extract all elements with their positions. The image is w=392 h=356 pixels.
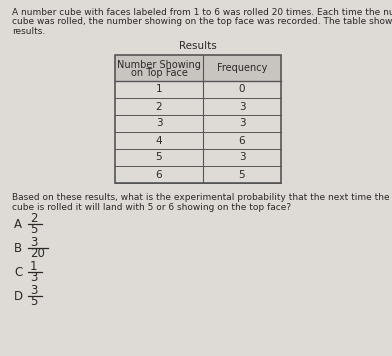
Text: 1: 1 <box>30 260 38 273</box>
Bar <box>115 55 281 183</box>
Text: D: D <box>14 289 23 303</box>
Text: 3: 3 <box>239 119 245 129</box>
Text: A number cube with faces labeled from 1 to 6 was rolled 20 times. Each time the : A number cube with faces labeled from 1 … <box>12 8 392 17</box>
Text: 0: 0 <box>239 84 245 94</box>
Text: 5: 5 <box>30 295 37 308</box>
Text: 6: 6 <box>156 169 162 179</box>
Bar <box>115 132 281 149</box>
Bar <box>115 55 281 81</box>
Text: cube was rolled, the number showing on the top face was recorded. The table show: cube was rolled, the number showing on t… <box>12 17 392 26</box>
Text: Results: Results <box>179 41 217 51</box>
Text: 2: 2 <box>30 212 38 225</box>
Text: 3: 3 <box>239 152 245 162</box>
Bar <box>115 149 281 166</box>
Text: 5: 5 <box>30 223 37 236</box>
Text: 3: 3 <box>30 236 37 249</box>
Text: results.: results. <box>12 27 45 36</box>
Text: 5: 5 <box>239 169 245 179</box>
Text: 6: 6 <box>239 136 245 146</box>
Text: B: B <box>14 241 22 255</box>
Text: 2: 2 <box>156 101 162 111</box>
Text: C: C <box>14 266 22 278</box>
Text: 3: 3 <box>30 284 37 297</box>
Text: 3: 3 <box>30 271 37 284</box>
Text: A: A <box>14 218 22 230</box>
Text: 3: 3 <box>156 119 162 129</box>
Text: Number Showing: Number Showing <box>117 60 201 70</box>
Bar <box>115 81 281 98</box>
Bar <box>115 166 281 183</box>
Text: 5: 5 <box>156 152 162 162</box>
Bar <box>115 98 281 115</box>
Text: on Top Face: on Top Face <box>131 68 187 78</box>
Bar <box>115 115 281 132</box>
Text: Based on these results, what is the experimental probability that the next time : Based on these results, what is the expe… <box>12 193 392 202</box>
Text: 4: 4 <box>156 136 162 146</box>
Text: cube is rolled it will land with 5 or 6 showing on the top face?: cube is rolled it will land with 5 or 6 … <box>12 203 291 211</box>
Text: Frequency: Frequency <box>217 63 267 73</box>
Text: 1: 1 <box>156 84 162 94</box>
Text: 20: 20 <box>30 247 45 260</box>
Text: 3: 3 <box>239 101 245 111</box>
